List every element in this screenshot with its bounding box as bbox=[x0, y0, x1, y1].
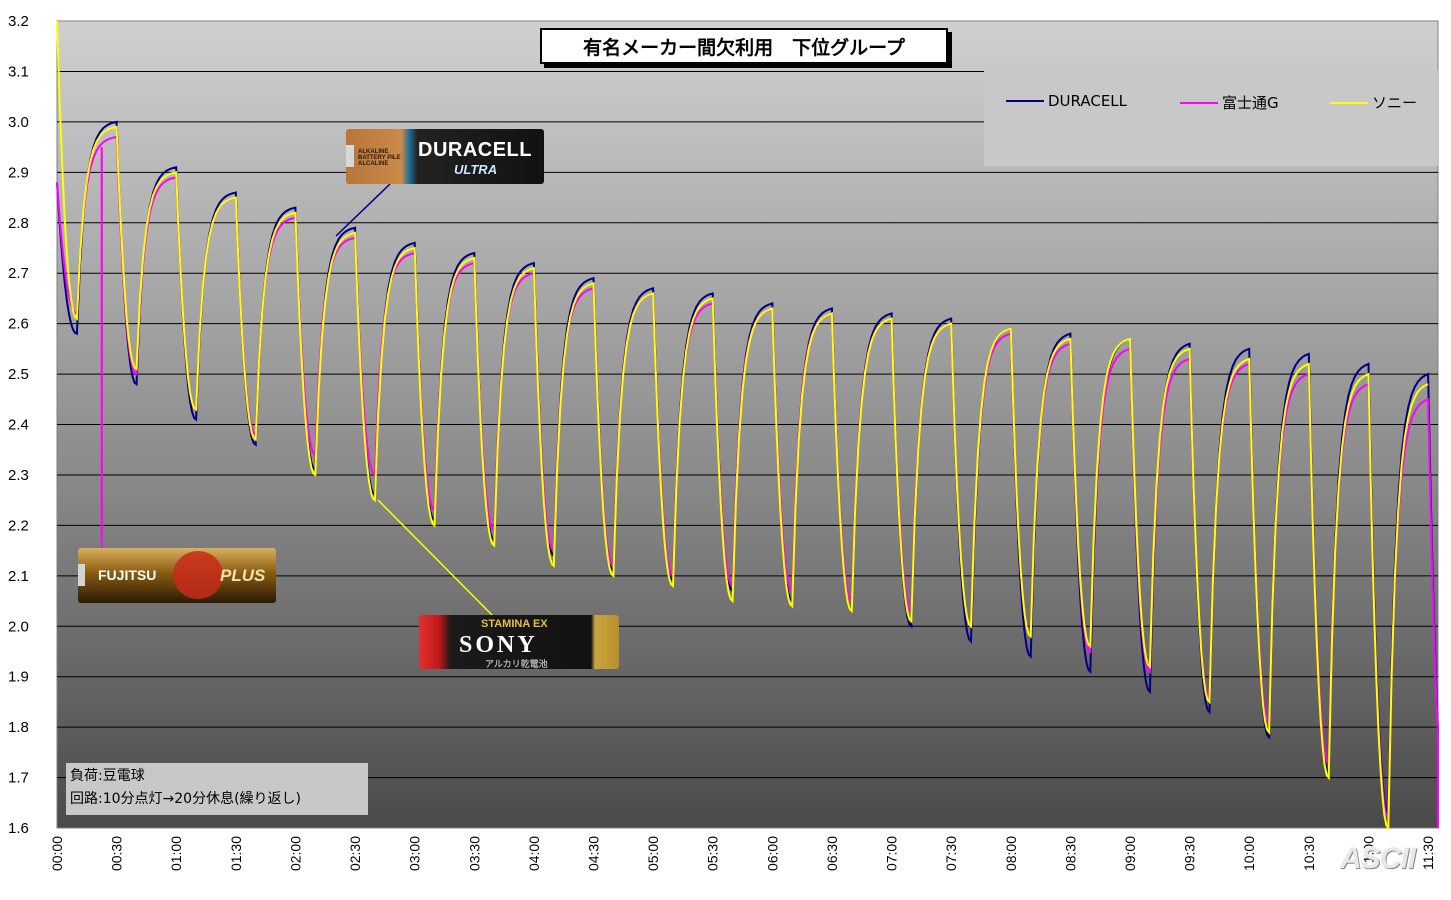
y-tick-label: 3.1 bbox=[8, 63, 29, 80]
x-tick-label: 02:00 bbox=[287, 836, 303, 871]
y-tick-label: 1.8 bbox=[8, 719, 29, 736]
y-tick-label: 2.0 bbox=[8, 618, 29, 635]
x-tick-label: 04:30 bbox=[586, 836, 602, 871]
legend-item-sony: ソニー bbox=[1330, 92, 1417, 113]
x-tick-label: 09:30 bbox=[1182, 836, 1198, 871]
y-tick-label: 2.2 bbox=[8, 517, 29, 534]
x-tick-label: 06:30 bbox=[824, 836, 840, 871]
x-tick-label: 05:00 bbox=[645, 836, 661, 871]
x-tick-label: 06:00 bbox=[764, 836, 780, 871]
duracell-callout-line bbox=[335, 183, 391, 237]
x-tick-label: 01:00 bbox=[168, 836, 184, 871]
legend-label-fujitsu: 富士通G bbox=[1222, 94, 1279, 112]
x-tick-label: 08:30 bbox=[1062, 836, 1078, 871]
sony-brand: SONY bbox=[459, 632, 538, 658]
legend-label-duracell: DURACELL bbox=[1048, 92, 1128, 110]
series-line-2 bbox=[56, 20, 1429, 832]
fujitsu-brand: FUJITSU bbox=[98, 567, 157, 583]
x-tick-label: 07:00 bbox=[884, 836, 900, 871]
y-tick-label: 3.0 bbox=[8, 114, 29, 131]
y-tick-label: 2.5 bbox=[8, 366, 29, 383]
legend-label-sony: ソニー bbox=[1372, 94, 1418, 112]
y-tick-label: 2.8 bbox=[8, 215, 29, 232]
y-tick-label: 2.6 bbox=[8, 316, 29, 333]
x-tick-label: 09:00 bbox=[1122, 836, 1138, 871]
y-tick-label: 2.7 bbox=[8, 265, 29, 282]
chart-title: 有名メーカー間欠利用 下位グループ bbox=[540, 28, 948, 64]
x-tick-label: 03:00 bbox=[407, 836, 423, 871]
x-tick-label: 07:30 bbox=[943, 836, 959, 871]
duracell-battery-image: ALKALINE BATTERY PILE ALCALINE DURACELL … bbox=[346, 129, 544, 184]
legend-item-fujitsu: 富士通G bbox=[1180, 92, 1279, 113]
callout-lines bbox=[101, 148, 493, 616]
x-tick-label: 11:30 bbox=[1420, 836, 1436, 870]
y-tick-label: 2.3 bbox=[8, 467, 29, 484]
duracell-small-text: ALKALINE BATTERY PILE ALCALINE bbox=[358, 149, 401, 167]
sony-callout-line bbox=[377, 499, 493, 616]
x-tick-label: 04:00 bbox=[526, 836, 542, 871]
x-axis-ticks: 00:00 00:30 01:00 01:30 02:00 02:30 03:00 03:30… bbox=[49, 836, 1436, 871]
x-tick-label: 08:00 bbox=[1003, 836, 1019, 871]
y-axis-ticks: 3.2 3.1 3.0 2.9 2.8 2.7 2.6 2.5 2.4 2.3 2.2 2.1 2.0 1… bbox=[8, 13, 29, 837]
legend: DURACELL 富士通G ソニー bbox=[984, 70, 1438, 166]
legend-swatch-duracell bbox=[1006, 100, 1044, 102]
y-tick-label: 2.4 bbox=[8, 417, 29, 434]
x-tick-label: 01:30 bbox=[228, 836, 244, 871]
y-tick-label: 1.7 bbox=[8, 770, 29, 787]
y-tick-label: 1.6 bbox=[8, 820, 29, 837]
fujitsu-g-logo bbox=[173, 551, 223, 599]
x-tick-label: 03:30 bbox=[466, 836, 482, 871]
note-line-circuit: 回路:10分点灯→20分休息(繰り返し) bbox=[70, 791, 301, 807]
x-tick-label: 10:00 bbox=[1241, 836, 1257, 871]
battery-terminal bbox=[346, 145, 354, 167]
sony-battery-image: STAMINA EX SONY アルカリ乾電池 bbox=[419, 615, 619, 669]
duracell-sub: ULTRA bbox=[454, 162, 498, 177]
battery-terminal bbox=[78, 564, 85, 586]
legend-swatch-fujitsu bbox=[1180, 101, 1218, 104]
fujitsu-battery-image: FUJITSU PLUS bbox=[78, 548, 276, 603]
x-tick-label: 00:00 bbox=[49, 836, 65, 871]
test-conditions-note: 負荷:豆電球 回路:10分点灯→20分休息(繰り返し) bbox=[66, 763, 368, 815]
y-tick-label: 3.2 bbox=[8, 13, 29, 30]
x-tick-label: 00:30 bbox=[109, 836, 125, 871]
y-tick-label: 2.9 bbox=[8, 164, 29, 181]
duracell-brand: DURACELL bbox=[418, 139, 532, 161]
sony-sub: アルカリ乾電池 bbox=[485, 659, 548, 669]
x-tick-label: 11:00 bbox=[1360, 836, 1376, 870]
ascii-watermark: ASCII bbox=[1340, 842, 1416, 875]
y-tick-label: 2.1 bbox=[8, 568, 29, 585]
note-line-load: 負荷:豆電球 bbox=[70, 768, 145, 784]
legend-item-duracell: DURACELL bbox=[1006, 92, 1127, 110]
fujitsu-plus: PLUS bbox=[220, 566, 266, 585]
legend-swatch-sony bbox=[1330, 101, 1368, 104]
x-tick-label: 10:30 bbox=[1301, 836, 1317, 871]
x-tick-label: 05:30 bbox=[705, 836, 721, 871]
y-tick-label: 1.9 bbox=[8, 669, 29, 686]
sony-stamina: STAMINA EX bbox=[481, 618, 548, 630]
x-tick-label: 02:30 bbox=[347, 836, 363, 871]
